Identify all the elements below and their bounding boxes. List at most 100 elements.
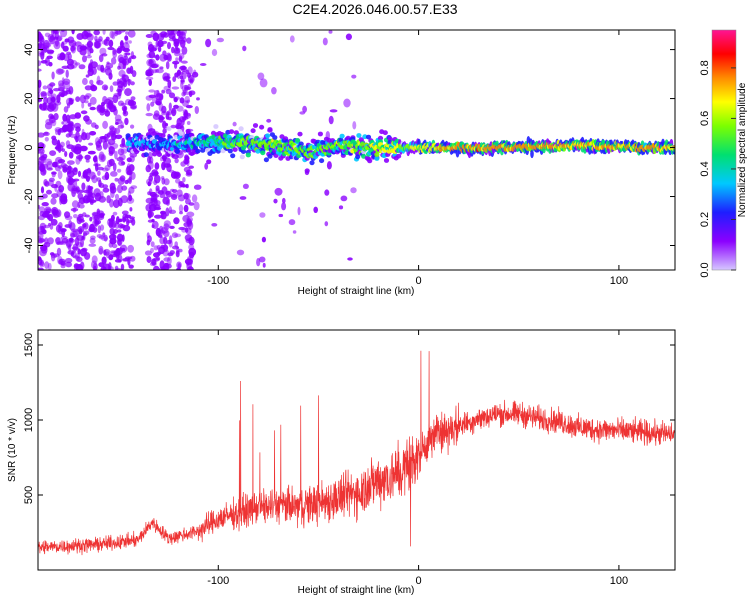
noise-blob (117, 85, 123, 93)
band-cell (227, 148, 233, 154)
noise-blob (114, 222, 120, 229)
noise-blob (159, 66, 164, 70)
noise-blob (150, 241, 155, 248)
noise-blob (129, 207, 133, 212)
band-cell (383, 158, 390, 163)
noise-blob (39, 41, 46, 46)
noise-blob (102, 30, 106, 35)
snr-frame (37, 329, 676, 571)
noise-blob (148, 79, 152, 86)
noise-blob (112, 211, 118, 216)
noise-blob (61, 90, 68, 96)
noise-blob (175, 250, 180, 258)
band-cell (530, 149, 534, 159)
noise-blob (75, 96, 81, 102)
band-cell (252, 123, 259, 128)
noise-blob (77, 248, 81, 255)
noise-blob (166, 111, 171, 116)
noise-blob (112, 199, 120, 209)
band-cell (195, 148, 201, 154)
noise-blob (191, 71, 199, 78)
noise-blob (38, 60, 42, 67)
noise-blob (178, 204, 184, 213)
band-cell (263, 157, 269, 163)
band-cell (265, 133, 271, 139)
noise-blob (55, 142, 62, 151)
noise-blob (46, 189, 52, 195)
noise-blob (163, 257, 171, 262)
noise-blob (146, 256, 152, 263)
noise-blob (44, 131, 49, 135)
noise-blob (90, 235, 96, 240)
noise-blob (65, 257, 73, 264)
noise-blob (88, 186, 94, 190)
noise-blob (151, 69, 158, 74)
noise-blob (151, 218, 155, 223)
noise-blob (174, 233, 182, 238)
noise-blob (120, 148, 128, 154)
noise-blob (79, 145, 88, 152)
noise-blob (64, 215, 73, 221)
band-cell (267, 127, 273, 132)
noise-blob (100, 154, 106, 162)
spectrogram-y-axis-title: Frequency (Hz) (7, 116, 18, 185)
noise-blob (110, 250, 118, 254)
noise-blob (70, 251, 75, 257)
x-tick-label: 0 (416, 575, 422, 587)
noise-blob (43, 96, 48, 105)
noise-blob (171, 189, 178, 193)
noise-blob (93, 163, 101, 167)
noise-blob (288, 219, 296, 226)
noise-blob (150, 101, 155, 107)
noise-blob (130, 105, 137, 109)
band-cell (184, 155, 190, 161)
noise-blob (177, 263, 181, 269)
noise-blob (98, 179, 102, 188)
noise-blob (181, 91, 186, 97)
noise-blob (180, 80, 184, 90)
noise-blob (84, 85, 92, 91)
noise-blob (38, 79, 42, 88)
noise-blob (171, 192, 178, 199)
noise-blob (65, 166, 74, 173)
noise-blob (57, 128, 61, 136)
noise-blob (153, 245, 159, 251)
noise-blob (159, 53, 167, 62)
snr-x-axis-title: Height of straight line (km) (298, 585, 415, 596)
noise-blob (185, 172, 193, 177)
noise-blob (97, 170, 101, 176)
noise-blob (110, 171, 118, 177)
noise-blob (108, 241, 114, 248)
noise-blob (273, 198, 278, 204)
band-cell (374, 152, 380, 158)
noise-blob (242, 183, 249, 189)
noise-blob (117, 148, 125, 156)
noise-blob (181, 46, 188, 55)
noise-blob (43, 179, 48, 186)
noise-blob (302, 105, 307, 113)
noise-blob (173, 97, 178, 103)
noise-blob (40, 164, 44, 173)
noise-blob (351, 74, 357, 79)
spectrogram-marks (38, 30, 675, 270)
noise-blob (86, 55, 92, 59)
noise-blob (101, 256, 107, 265)
noise-blob (184, 193, 191, 200)
noise-blob (158, 246, 166, 255)
noise-blob (93, 188, 101, 197)
noise-blob (159, 194, 166, 199)
noise-blob (144, 250, 152, 256)
noise-blob (186, 99, 191, 103)
noise-blob (155, 54, 160, 61)
noise-blob (205, 38, 212, 48)
noise-blob (38, 256, 42, 261)
noise-blob (170, 124, 177, 129)
noise-blob (100, 64, 105, 72)
noise-blob (109, 104, 116, 113)
noise-blob (166, 239, 172, 245)
y-tick-label: 500 (23, 486, 35, 504)
noise-blob (73, 122, 81, 129)
noise-blob (178, 226, 186, 231)
noise-blob (100, 266, 107, 270)
noise-blob (98, 213, 104, 219)
